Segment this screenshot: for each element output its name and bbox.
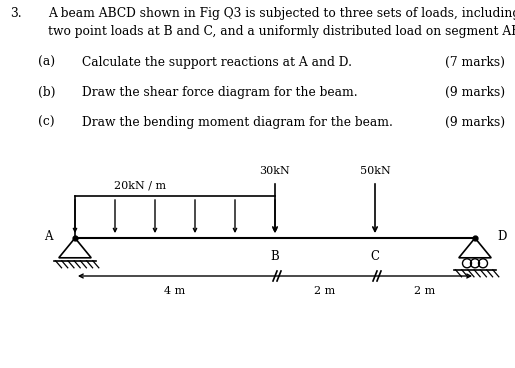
Text: (c): (c): [38, 116, 55, 129]
Text: (a): (a): [38, 56, 55, 69]
Text: (9 marks): (9 marks): [445, 116, 505, 129]
Text: 2 m: 2 m: [314, 286, 336, 296]
Text: two point loads at B and C, and a uniformly distributed load on segment AB.: two point loads at B and C, and a unifor…: [48, 25, 515, 38]
Text: (7 marks): (7 marks): [445, 56, 505, 69]
Text: Draw the bending moment diagram for the beam.: Draw the bending moment diagram for the …: [82, 116, 393, 129]
Text: Calculate the support reactions at A and D.: Calculate the support reactions at A and…: [82, 56, 352, 69]
Text: 3.: 3.: [10, 7, 22, 20]
Text: B: B: [270, 250, 279, 263]
Text: (b): (b): [38, 86, 56, 99]
Text: A: A: [44, 230, 53, 243]
Text: 30kN: 30kN: [260, 166, 290, 176]
Text: 50kN: 50kN: [359, 166, 390, 176]
Text: C: C: [370, 250, 380, 263]
Text: Draw the shear force diagram for the beam.: Draw the shear force diagram for the bea…: [82, 86, 357, 99]
Text: A beam ABCD shown in Fig Q3 is subjected to three sets of loads, including: A beam ABCD shown in Fig Q3 is subjected…: [48, 7, 515, 20]
Text: 2 m: 2 m: [415, 286, 436, 296]
Text: D: D: [497, 230, 506, 243]
Text: 4 m: 4 m: [164, 286, 185, 296]
Text: (9 marks): (9 marks): [445, 86, 505, 99]
Text: 20kN / m: 20kN / m: [114, 181, 166, 191]
